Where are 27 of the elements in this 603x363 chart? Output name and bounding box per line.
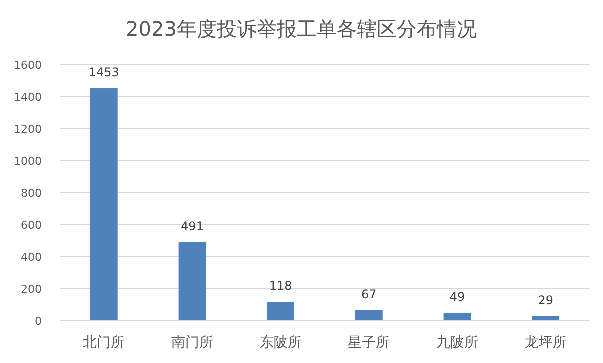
data-label: 49 — [450, 290, 466, 304]
data-label: 1453 — [88, 66, 120, 80]
data-label: 491 — [181, 219, 204, 234]
x-tick-label: 北门所 — [83, 335, 126, 351]
y-tick-label: 1200 — [14, 123, 42, 136]
bar — [90, 88, 118, 321]
data-label: 67 — [362, 287, 377, 302]
x-tick-label: 南门所 — [172, 335, 214, 351]
x-tick-label: 九陂所 — [436, 335, 478, 351]
x-tick-label: 东陂所 — [260, 335, 302, 351]
y-tick-label: 800 — [21, 187, 42, 200]
bar — [444, 313, 472, 321]
x-tick-label: 星子所 — [348, 335, 390, 351]
y-tick-label: 1400 — [14, 91, 42, 104]
data-label: 118 — [269, 279, 292, 294]
bar — [178, 242, 206, 321]
y-tick-label: 600 — [21, 219, 42, 232]
y-tick-label: 400 — [21, 251, 42, 264]
y-tick-label: 1600 — [14, 59, 42, 72]
bar — [355, 310, 383, 321]
y-tick-label: 200 — [21, 283, 42, 296]
bar — [267, 302, 295, 321]
x-tick-label: 龙坪所 — [524, 335, 567, 351]
y-tick-label: 1000 — [14, 155, 42, 168]
chart-title: 2023年度投诉举报工单各辖区分布情况 — [126, 17, 477, 41]
data-label: 29 — [538, 293, 554, 308]
y-tick-label: 0 — [35, 315, 42, 328]
